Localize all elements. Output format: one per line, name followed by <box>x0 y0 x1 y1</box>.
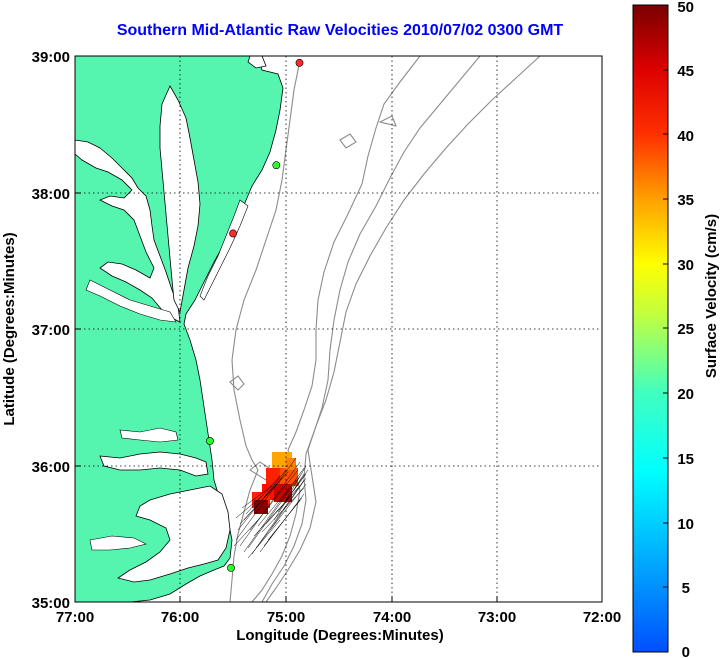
pamlico-inlet <box>89 535 147 551</box>
x-tick-label: 77:00 <box>56 609 94 626</box>
colorbar-tick-label: 50 <box>677 0 694 16</box>
x-tick-label: 76:00 <box>161 609 199 626</box>
chesapeake-bay <box>75 139 181 323</box>
eastern-shore-lagoon <box>199 199 249 301</box>
colorbar-tick-label: 40 <box>677 128 694 145</box>
colorbar-tick-label: 15 <box>677 451 694 468</box>
y-tick-label: 35:00 <box>32 595 70 612</box>
james-river <box>85 279 177 323</box>
upper-bay-inlet <box>119 427 179 443</box>
velocity-field <box>233 452 309 559</box>
x-tick-label: 74:00 <box>373 609 411 626</box>
colorbar-tick-label: 5 <box>682 580 690 597</box>
map-title: Southern Mid-Atlantic Raw Velocities 201… <box>116 22 564 39</box>
colorbar-tick-label: 20 <box>677 386 694 403</box>
colorbar-tick-label: 30 <box>677 257 694 274</box>
y-axis-title: Latitude (Degrees:Minutes) <box>1 232 18 425</box>
x-tick-label: 73:00 <box>478 609 516 626</box>
x-tick-label: 72:00 <box>583 609 621 626</box>
albemarle-sound <box>99 451 209 477</box>
y-tick-label: 37:00 <box>32 322 70 339</box>
radar-site-marker <box>206 437 214 445</box>
radar-site-marker <box>272 161 281 170</box>
bathymetry-contour-deep <box>265 56 541 602</box>
bathymetry-contour-mid <box>261 56 481 602</box>
radar-sites <box>206 58 304 572</box>
colorbar-tick-label: 45 <box>677 63 694 80</box>
radar-site-marker <box>229 229 237 238</box>
bathymetry-contour-shallow <box>251 56 421 602</box>
colorbar-tick-label: 0 <box>682 644 690 659</box>
colorbar-tick-label: 25 <box>677 321 694 338</box>
delaware-bay <box>247 56 267 69</box>
colorbar-title: Surface Velocity (cm/s) <box>703 214 720 378</box>
colorbar <box>632 4 669 653</box>
y-tick-label: 39:00 <box>32 49 70 66</box>
grid-lines <box>75 56 602 602</box>
x-tick-label: 75:00 <box>267 609 305 626</box>
pamlico-sound <box>117 485 231 583</box>
colorbar-tick-label: 35 <box>677 192 694 209</box>
radar-site-marker <box>227 563 235 572</box>
y-tick-label: 38:00 <box>32 186 70 203</box>
chesapeake-bay-main <box>159 85 201 314</box>
radar-site-marker <box>295 58 304 67</box>
x-axis-title: Longitude (Degrees:Minutes) <box>236 627 444 644</box>
y-tick-label: 36:00 <box>32 459 70 476</box>
colorbar-tick-label: 10 <box>677 516 694 533</box>
